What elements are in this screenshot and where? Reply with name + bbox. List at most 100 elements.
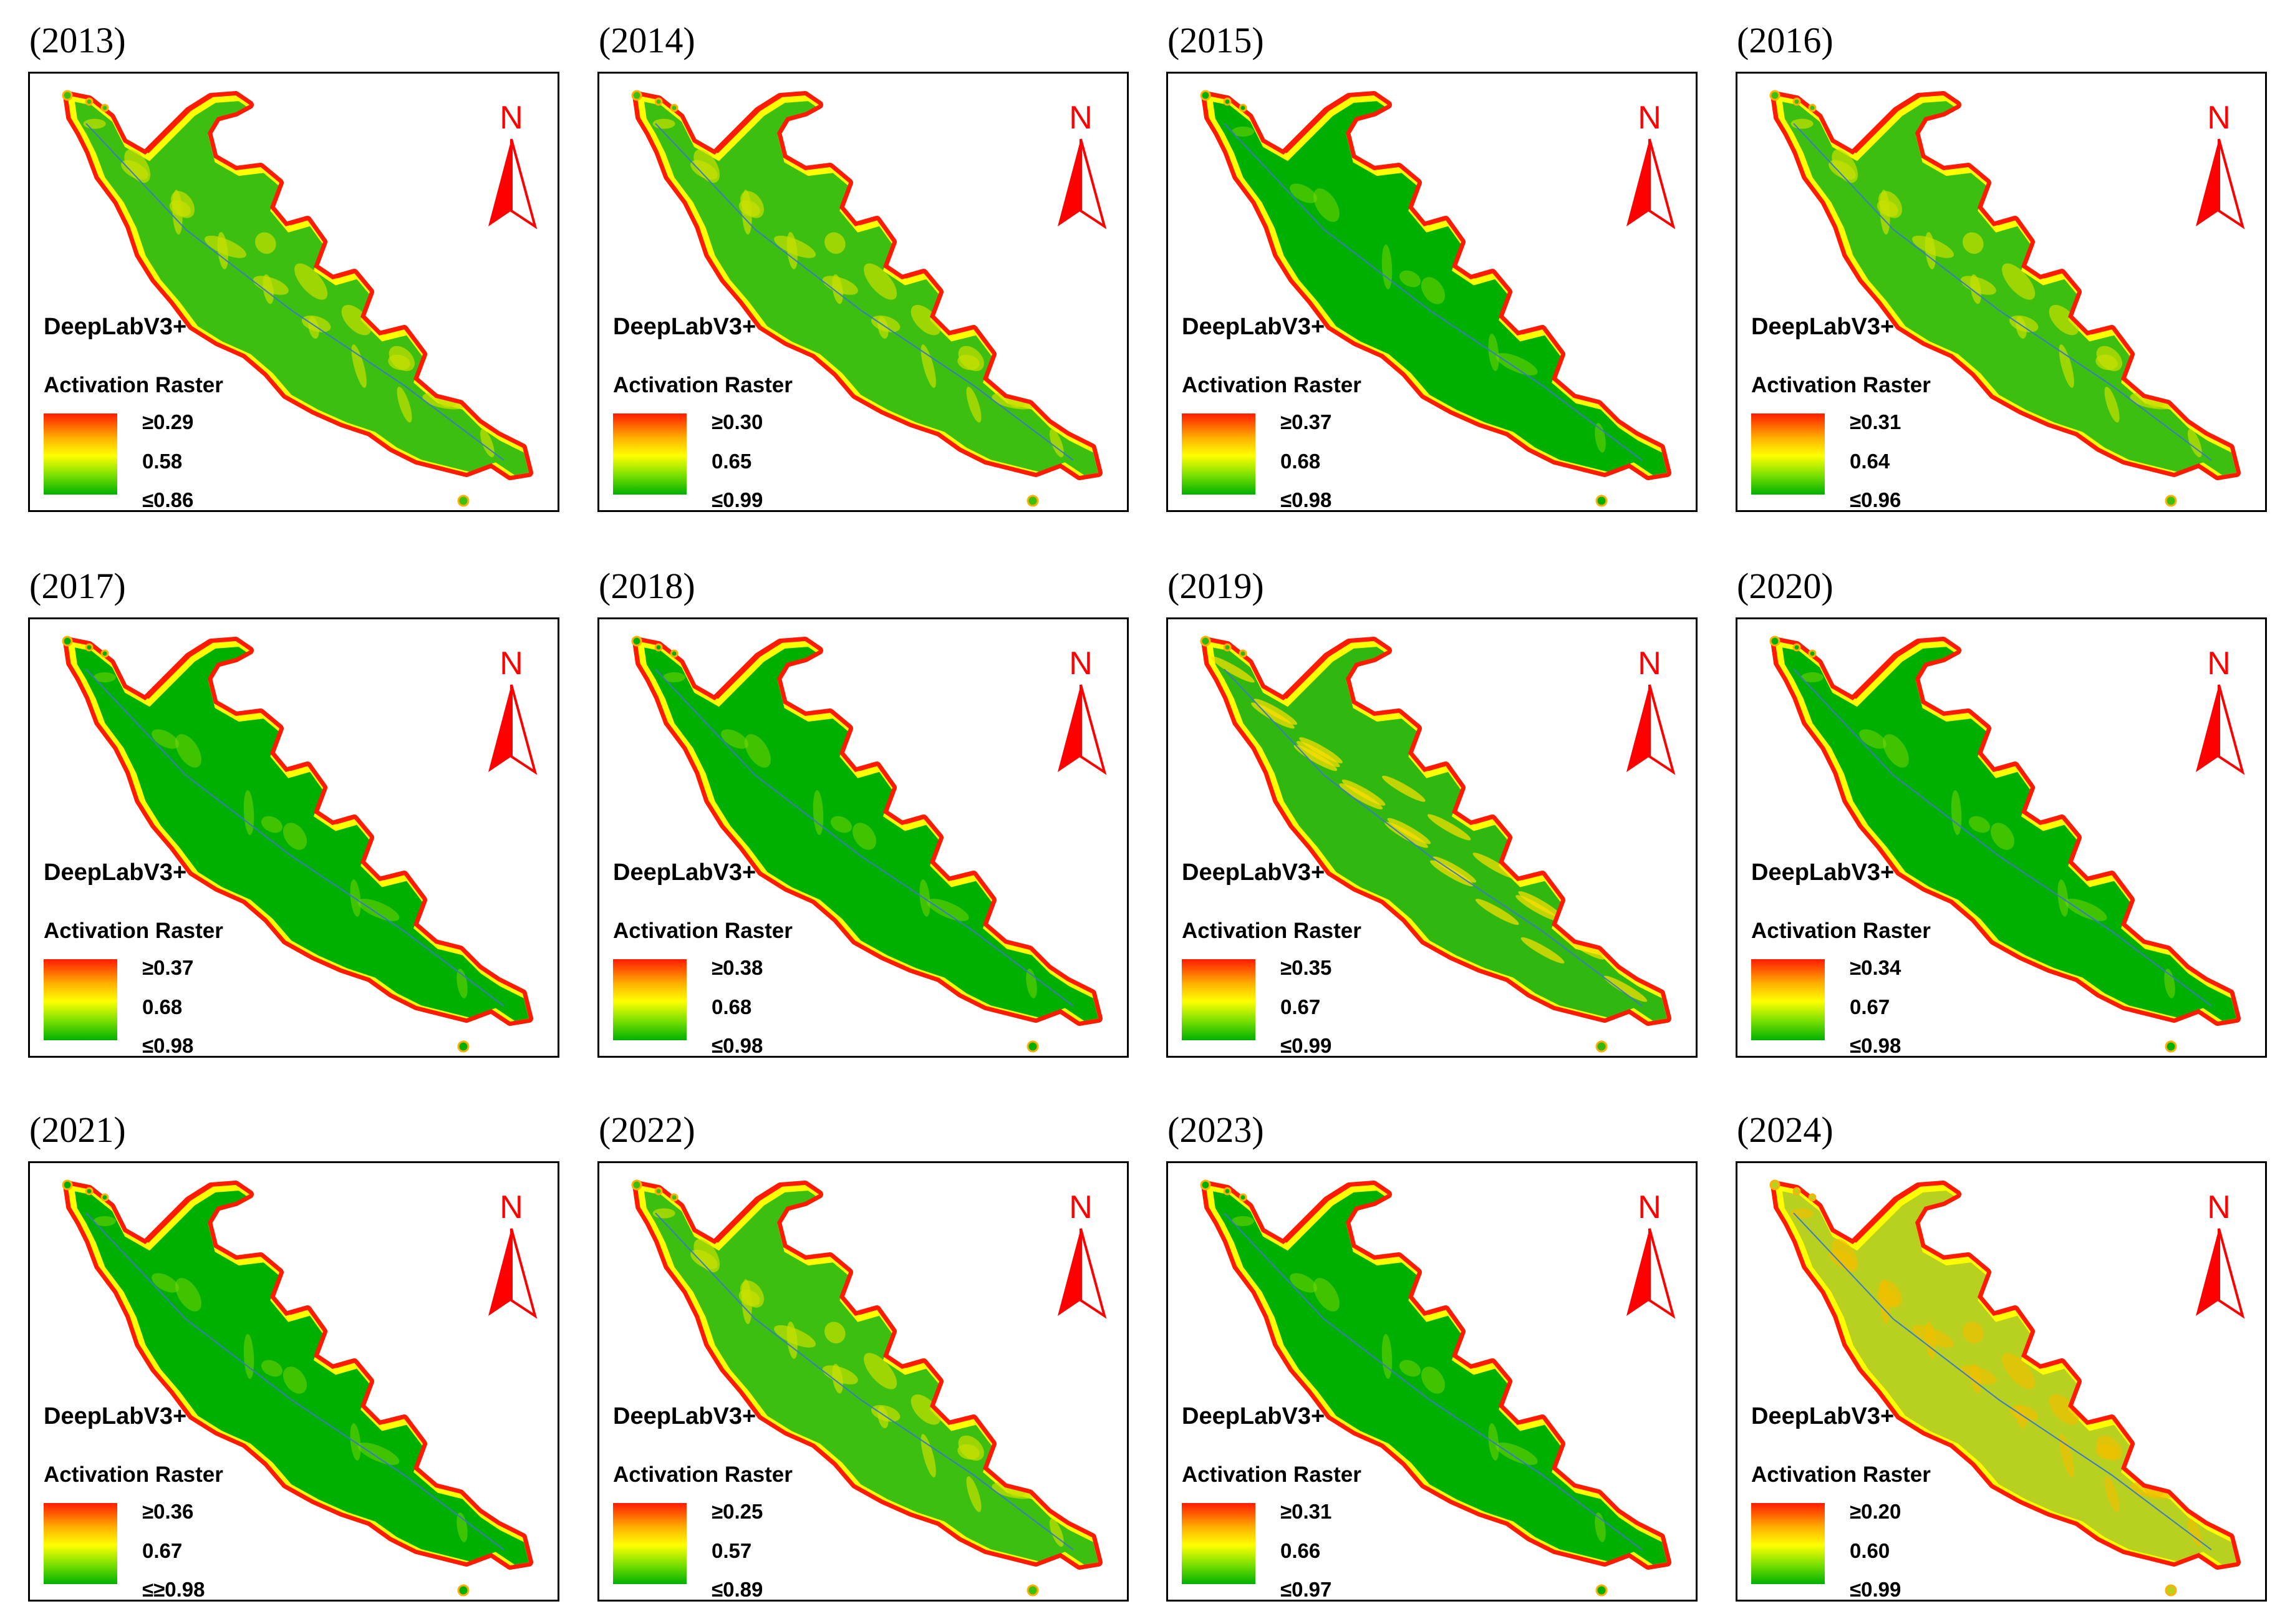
model-label: DeepLabV3+ — [44, 859, 187, 886]
activation-patch — [1210, 656, 1255, 683]
activation-map — [1769, 1179, 2241, 1597]
activation-patch — [1430, 860, 1474, 887]
activation-patch — [1960, 276, 1996, 295]
north-label: N — [1069, 100, 1093, 136]
island — [631, 90, 642, 101]
activation-patch — [1832, 149, 1858, 183]
river-line — [1224, 1212, 1643, 1550]
activation-patch — [966, 387, 982, 423]
activation-patch — [1963, 232, 1984, 254]
activation-patch — [966, 1476, 982, 1512]
island — [1792, 643, 1801, 652]
activation-patch — [813, 790, 824, 835]
activation-patch — [1254, 698, 1297, 725]
island — [1200, 1179, 1211, 1191]
island — [1792, 97, 1801, 106]
north-arrow-left — [488, 685, 511, 772]
activation-patch — [357, 899, 400, 921]
map-panel: (2023) N DeepLabV3+ Activation Raster ≥0.31 0… — [1166, 1108, 1698, 1602]
legend-max-value: ≥0.20 — [1850, 1500, 1901, 1523]
legend-title: Activation Raster — [1751, 919, 1931, 943]
activation-patch — [822, 276, 858, 295]
north-label: N — [1069, 1189, 1093, 1225]
activation-patch — [2104, 1476, 2120, 1512]
north-arrow-left — [1626, 1229, 1650, 1316]
activation-patch — [1432, 856, 1476, 883]
map-panel: (2024) N DeepLabV3+ Activation Raster ≥0.20 0… — [1736, 1108, 2267, 1602]
north-arrow-icon: N — [1058, 100, 1107, 230]
legend-max-value: ≥0.37 — [142, 956, 194, 979]
activation-patch — [1878, 1280, 1903, 1308]
activation-patch — [1381, 1334, 1393, 1379]
activation-patch — [824, 232, 846, 254]
activation-map — [1200, 90, 1671, 507]
island — [670, 104, 679, 112]
legend-mid-value: 0.64 — [1850, 450, 1890, 473]
north-arrow-right — [510, 684, 538, 775]
activation-patch — [2049, 304, 2079, 336]
panel-year-title: (2014) — [599, 20, 695, 60]
activation-patch — [774, 1325, 816, 1348]
north-arrow-left — [1058, 685, 1081, 772]
activation-patch — [261, 816, 283, 833]
legend-mid-value: 0.67 — [1280, 995, 1321, 1018]
island — [670, 1193, 679, 1202]
activation-map — [631, 90, 1103, 507]
map-panel: (2022) N DeepLabV3+ Activation Raster ≥0.25 0… — [597, 1108, 1129, 1602]
activation-patch — [152, 729, 179, 749]
legend-max-value: ≥0.37 — [1280, 410, 1332, 433]
model-label: DeepLabV3+ — [1751, 859, 1895, 886]
activation-patch — [1472, 853, 1517, 879]
north-arrow-icon: N — [1058, 645, 1107, 775]
map-panel: (2021) N DeepLabV3+ Activation Raster ≥0.36 0… — [28, 1108, 559, 1602]
island — [1808, 1193, 1817, 1202]
river-line — [1224, 669, 1643, 1007]
panel-year-title: (2020) — [1737, 566, 1833, 606]
activation-patch — [693, 1239, 720, 1273]
legend-max-value: ≥0.30 — [712, 410, 763, 433]
legend-max-value: ≥0.34 — [1850, 956, 1901, 979]
river-line — [85, 123, 505, 461]
river-line — [1793, 1212, 2212, 1550]
north-arrow-left — [1058, 139, 1081, 226]
activation-patch — [243, 790, 254, 835]
activation-patch — [2009, 315, 2039, 332]
activation-patch — [1475, 899, 1519, 925]
activation-patch — [94, 672, 116, 682]
river-line — [655, 1212, 1074, 1550]
activation-patch — [1963, 1322, 1984, 1343]
north-label: N — [2207, 1189, 2231, 1225]
activation-patch — [283, 1366, 307, 1394]
activation-patch — [1520, 937, 1565, 964]
model-label: DeepLabV3+ — [1182, 859, 1325, 886]
activation-patch — [740, 191, 765, 218]
legend-mid-value: 0.68 — [712, 995, 752, 1018]
legend-title: Activation Raster — [1182, 373, 1361, 397]
activation-patch — [243, 1334, 254, 1379]
legend-color-ramp — [1182, 1503, 1255, 1584]
legend-min-value: ≤0.99 — [1850, 1578, 1901, 1601]
map-frame: N DeepLabV3+ Activation Raster ≥0.37 0.68 ≤0.… — [1166, 72, 1698, 512]
activation-patch — [1421, 1366, 1446, 1394]
activation-patch — [94, 1216, 116, 1226]
region-interior — [1205, 641, 1667, 1022]
activation-patch — [774, 235, 816, 258]
activation-patch — [301, 315, 331, 332]
legend-min-value: ≤0.97 — [1280, 1578, 1332, 1601]
map-frame: N DeepLabV3+ Activation Raster ≥0.31 0.66 ≤0.… — [1166, 1161, 1698, 1602]
activation-patch — [2096, 1435, 2122, 1461]
island — [100, 1193, 109, 1202]
activation-patch — [175, 734, 201, 768]
legend-mid-value: 0.67 — [142, 1539, 183, 1562]
activation-patch — [255, 232, 276, 254]
activation-patch — [205, 235, 247, 258]
island — [670, 649, 679, 658]
legend-min-value: ≤0.98 — [142, 1034, 194, 1057]
north-arrow-right — [1080, 138, 1107, 230]
north-arrow-icon: N — [2196, 645, 2245, 775]
north-arrow-icon: N — [1058, 1189, 1107, 1319]
map-panel: (2013) N DeepLabV3+ Activation Raster ≥0.29 0… — [28, 19, 559, 512]
north-arrow-icon: N — [1626, 1189, 1676, 1319]
activation-map — [631, 636, 1103, 1053]
activation-patch — [1232, 127, 1254, 137]
